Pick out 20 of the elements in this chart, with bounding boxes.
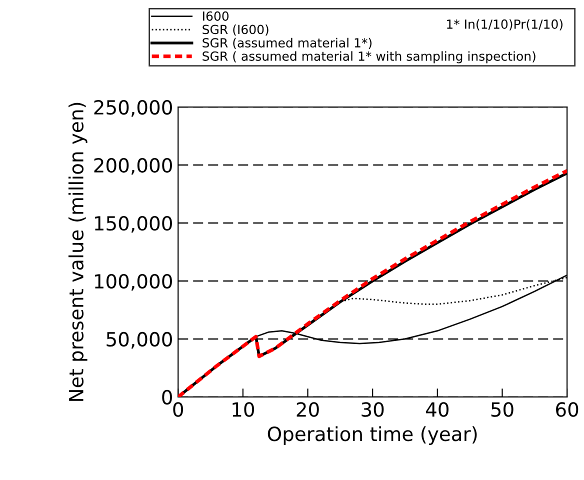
y-tick-label: 150,000 [94,216,172,233]
x-tick-label: 50 [491,402,514,417]
x-tick-label: 20 [296,402,319,417]
x-tick-label: 0 [173,402,184,417]
y-axis-title: Net present value (million yen) [68,102,88,401]
legend-label: I600 [203,11,229,21]
legend-label: SGR (assumed material 1*) [202,38,372,49]
y-tick-label: 0 [162,390,172,405]
y-tick-label: 50,000 [106,332,172,349]
y-tick-label: 200,000 [94,158,172,175]
legend-label: SGR ( assumed material 1* with sampling inspection) [202,51,536,64]
x-tick-label: 30 [362,402,384,417]
x-tick-label: 10 [232,402,254,417]
x-axis-title: Operation time (year) [268,426,477,446]
x-tick-label: 40 [426,402,448,417]
x-tick-label: 60 [556,402,578,417]
y-tick-label: 100,000 [94,274,172,291]
text: 1* In(1/10)Pr(1/10) [447,19,562,30]
y-tick-label: 250,000 [94,100,172,117]
legend-label: SGR (I600) [202,24,268,36]
